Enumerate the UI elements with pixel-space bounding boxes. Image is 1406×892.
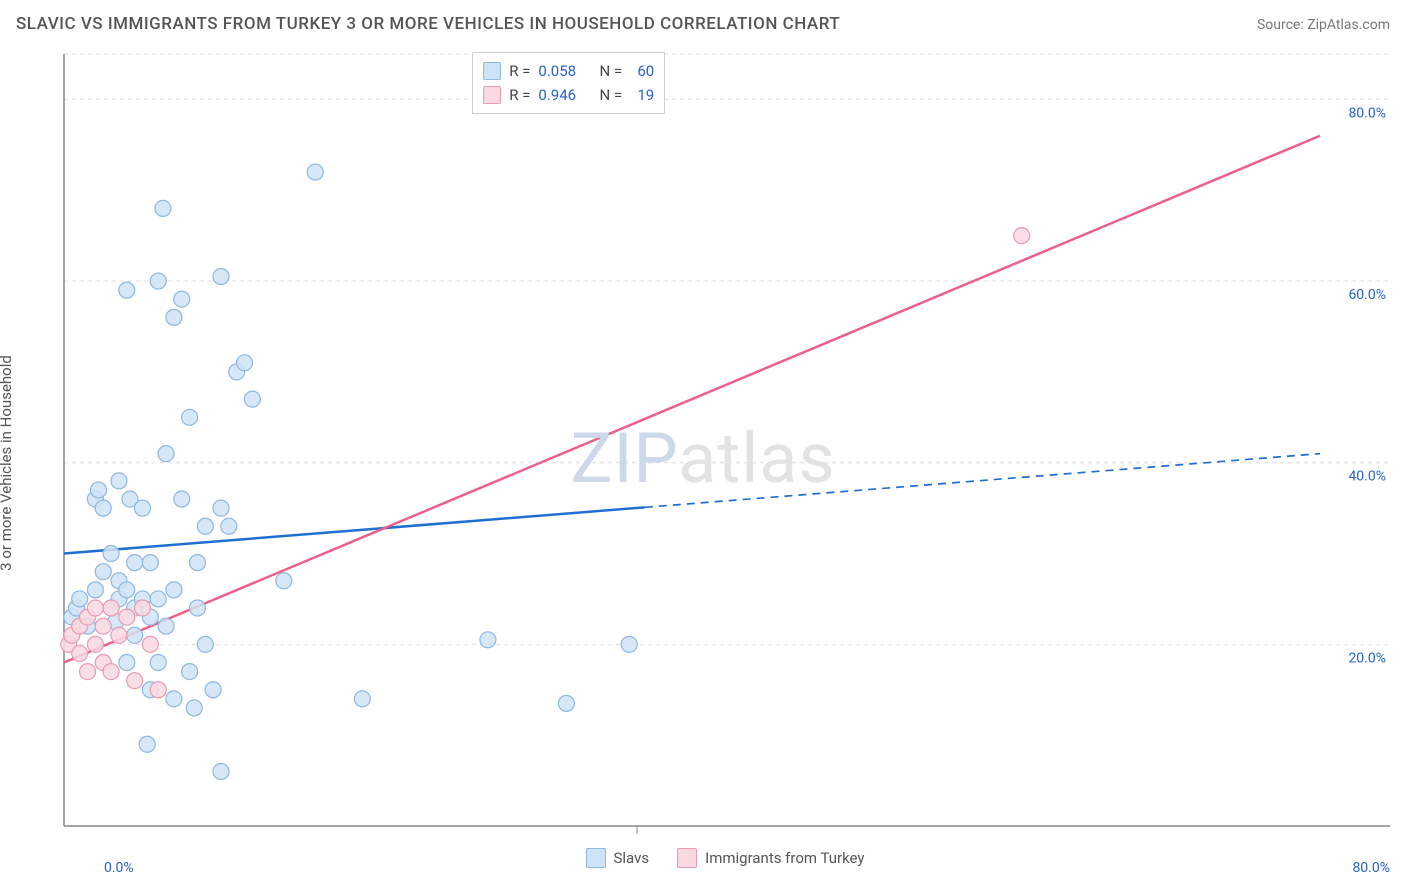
data-point-slavs [135, 500, 151, 516]
data-point-turkey [150, 682, 166, 698]
source-attribution: Source: ZipAtlas.com [1257, 17, 1390, 33]
stats-r-label: R = [509, 83, 530, 107]
data-point-slavs [197, 518, 213, 534]
stats-swatch-turkey [483, 86, 501, 104]
data-point-slavs [186, 700, 202, 716]
data-point-slavs [166, 691, 182, 707]
data-point-slavs [150, 273, 166, 289]
data-point-slavs [174, 291, 190, 307]
y-tick-label: 20.0% [1348, 650, 1386, 666]
data-point-slavs [221, 518, 237, 534]
legend-item-slavs: Slavs [586, 848, 650, 868]
stats-row-turkey: R = 0.946 N = 19 [483, 83, 654, 107]
data-point-slavs [127, 627, 143, 643]
data-point-slavs [166, 582, 182, 598]
trend-line-slavs-extrapolated [645, 454, 1320, 508]
legend-swatch-turkey [677, 848, 697, 868]
data-point-turkey [1014, 228, 1030, 244]
y-axis-label: 3 or more Vehicles in Household [0, 355, 15, 571]
data-point-slavs [197, 636, 213, 652]
data-point-slavs [119, 655, 135, 671]
data-point-slavs [150, 655, 166, 671]
data-point-slavs [142, 555, 158, 571]
legend-swatch-slavs [586, 848, 606, 868]
data-point-turkey [103, 664, 119, 680]
data-point-slavs [189, 555, 205, 571]
stats-r-label: R = [509, 59, 530, 83]
data-point-slavs [111, 473, 127, 489]
scatter-plot: 20.0% 40.0% 60.0% 80.0% [60, 50, 1390, 836]
data-point-turkey [103, 600, 119, 616]
data-point-turkey [111, 627, 127, 643]
stats-r-value-turkey: 0.946 [538, 83, 576, 107]
data-point-turkey [87, 636, 103, 652]
data-point-slavs [139, 736, 155, 752]
trend-line-slavs [64, 507, 645, 553]
data-point-slavs [237, 355, 253, 371]
data-point-slavs [166, 309, 182, 325]
data-point-slavs [119, 582, 135, 598]
data-point-turkey [142, 636, 158, 652]
data-point-slavs [276, 573, 292, 589]
data-point-slavs [87, 582, 103, 598]
data-point-turkey [135, 600, 151, 616]
chart-title: SLAVIC VS IMMIGRANTS FROM TURKEY 3 OR MO… [16, 14, 840, 34]
data-point-slavs [95, 500, 111, 516]
y-tick-label: 60.0% [1348, 287, 1386, 303]
data-point-turkey [80, 664, 96, 680]
correlation-stats-box: R = 0.058 N = 60 R = 0.946 N = 19 [472, 52, 665, 114]
chart-header: SLAVIC VS IMMIGRANTS FROM TURKEY 3 OR MO… [16, 14, 1390, 34]
data-point-slavs [155, 200, 171, 216]
data-point-slavs [158, 446, 174, 462]
data-point-slavs [354, 691, 370, 707]
bottom-legend: 0.0% Slavs Immigrants from Turkey 80.0% [60, 840, 1390, 876]
legend-label-turkey: Immigrants from Turkey [705, 849, 864, 867]
data-point-turkey [127, 673, 143, 689]
data-point-turkey [119, 609, 135, 625]
y-tick-label: 40.0% [1348, 469, 1386, 485]
data-point-slavs [158, 618, 174, 634]
data-point-slavs [480, 632, 496, 648]
legend-item-turkey: Immigrants from Turkey [677, 848, 864, 868]
data-point-slavs [174, 491, 190, 507]
chart-area: 3 or more Vehicles in Household 20.0%40.… [16, 50, 1390, 876]
data-point-slavs [558, 695, 574, 711]
data-point-slavs [189, 600, 205, 616]
data-point-slavs [91, 482, 107, 498]
y-tick-label: 80.0% [1348, 105, 1386, 121]
stats-n-label: N = [600, 83, 623, 107]
x-axis-max-label: 80.0% [1352, 860, 1390, 876]
data-point-turkey [87, 600, 103, 616]
data-point-slavs [103, 546, 119, 562]
data-point-slavs [150, 591, 166, 607]
data-point-slavs [621, 636, 637, 652]
data-point-slavs [182, 409, 198, 425]
data-point-slavs [182, 664, 198, 680]
legend-label-slavs: Slavs [614, 849, 650, 867]
data-point-slavs [95, 564, 111, 580]
data-point-slavs [213, 269, 229, 285]
data-point-slavs [244, 391, 260, 407]
data-point-slavs [119, 282, 135, 298]
stats-n-value-turkey: 19 [630, 83, 654, 107]
data-point-slavs [213, 764, 229, 780]
stats-r-value-slavs: 0.058 [538, 59, 576, 83]
x-axis-origin-label: 0.0% [104, 860, 134, 876]
data-point-slavs [213, 500, 229, 516]
stats-row-slavs: R = 0.058 N = 60 [483, 59, 654, 83]
stats-n-label: N = [600, 59, 623, 83]
data-point-slavs [205, 682, 221, 698]
data-point-turkey [72, 645, 88, 661]
data-point-slavs [127, 555, 143, 571]
data-point-slavs [307, 164, 323, 180]
stats-n-value-slavs: 60 [630, 59, 654, 83]
data-point-turkey [95, 618, 111, 634]
data-point-slavs [72, 591, 88, 607]
stats-swatch-slavs [483, 62, 501, 80]
